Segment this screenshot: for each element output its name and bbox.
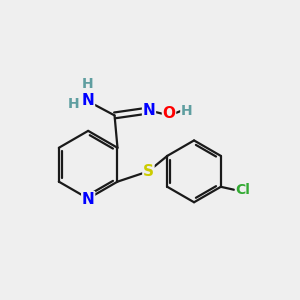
Text: Cl: Cl (236, 183, 250, 197)
Text: H: H (82, 77, 94, 92)
Text: H: H (68, 97, 79, 111)
Text: O: O (163, 106, 176, 122)
Text: N: N (142, 103, 155, 118)
Text: S: S (143, 164, 154, 179)
Text: H: H (181, 104, 193, 118)
Text: N: N (82, 93, 94, 108)
Text: N: N (82, 192, 94, 207)
